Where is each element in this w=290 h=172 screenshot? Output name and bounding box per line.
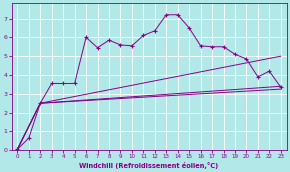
X-axis label: Windchill (Refroidissement éolien,°C): Windchill (Refroidissement éolien,°C): [79, 162, 219, 169]
